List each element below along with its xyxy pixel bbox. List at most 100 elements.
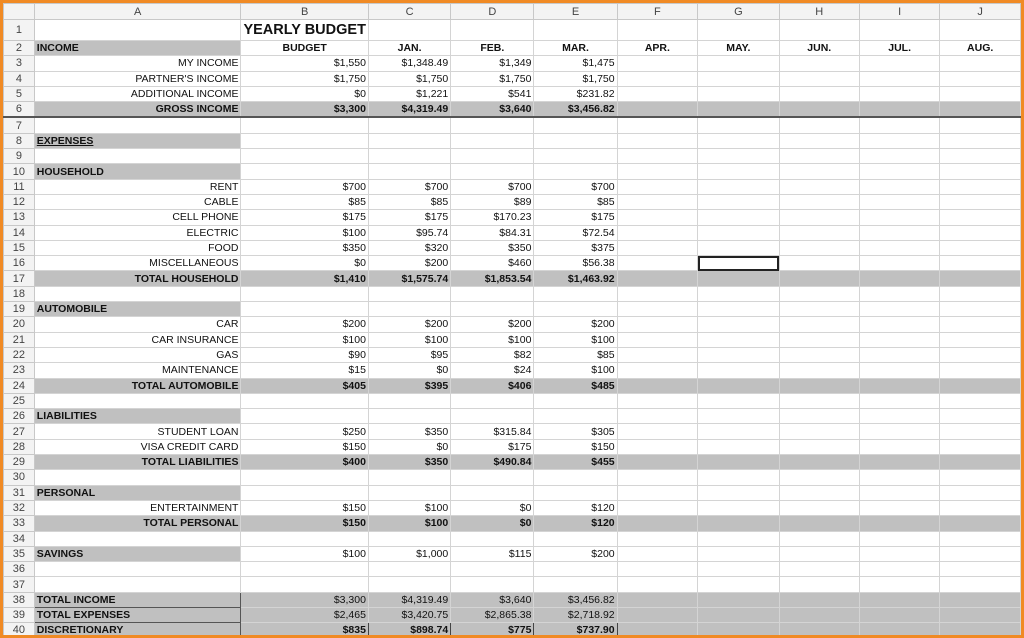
cell-I36[interactable] [858, 561, 941, 578]
cell-H3[interactable] [778, 55, 860, 72]
cell-I18[interactable] [858, 285, 941, 303]
cell-J28[interactable] [939, 438, 1021, 456]
cell-F5[interactable] [616, 85, 699, 103]
column-header-I[interactable]: I [858, 3, 941, 20]
row-header-5[interactable]: 5 [3, 85, 35, 103]
cell-A22[interactable]: GAS [33, 346, 242, 364]
cell-D40[interactable]: $775 [450, 622, 535, 635]
cell-I25[interactable] [858, 392, 941, 410]
cell-G2[interactable]: MAY. [697, 39, 780, 57]
cell-I12[interactable] [858, 193, 941, 211]
cell-E31[interactable] [533, 484, 618, 501]
cell-H14[interactable] [778, 224, 860, 241]
cell-F17[interactable] [616, 270, 699, 287]
cell-B40[interactable]: $835 [240, 622, 369, 635]
cell-G20[interactable] [697, 316, 780, 333]
cell-H28[interactable] [778, 438, 860, 456]
cell-E38[interactable]: $3,456.82 [533, 591, 618, 608]
cell-I31[interactable] [858, 484, 941, 501]
row-header-21[interactable]: 21 [3, 331, 35, 348]
cell-E37[interactable] [533, 576, 618, 593]
cell-I22[interactable] [858, 346, 941, 364]
cell-A32[interactable]: ENTERTAINMENT [33, 499, 242, 517]
cell-H29[interactable] [778, 454, 860, 471]
cell-I28[interactable] [858, 438, 941, 456]
cell-H24[interactable] [778, 377, 860, 394]
cell-A40[interactable]: DISCRETIONARY [33, 622, 242, 635]
cell-I1[interactable] [858, 19, 941, 41]
cell-H34[interactable] [778, 530, 860, 547]
cell-J12[interactable] [939, 193, 1021, 211]
cell-H38[interactable] [778, 591, 860, 608]
cell-B16[interactable]: $0 [240, 255, 369, 272]
cell-F21[interactable] [616, 331, 699, 348]
cell-D28[interactable]: $175 [450, 438, 535, 456]
cell-I33[interactable] [858, 515, 941, 532]
cell-J29[interactable] [939, 454, 1021, 471]
row-header-16[interactable]: 16 [3, 255, 35, 272]
cell-E3[interactable]: $1,475 [533, 55, 618, 72]
cell-E40[interactable]: $737.90 [533, 622, 618, 635]
cell-H33[interactable] [778, 515, 860, 532]
cell-E11[interactable]: $700 [533, 178, 618, 195]
row-header-24[interactable]: 24 [3, 377, 35, 394]
cell-E4[interactable]: $1,750 [533, 70, 618, 87]
cell-B18[interactable] [240, 285, 369, 303]
cell-H37[interactable] [778, 576, 860, 593]
cell-F30[interactable] [616, 469, 699, 486]
cell-F35[interactable] [616, 545, 699, 563]
cell-E32[interactable]: $120 [533, 499, 618, 517]
cell-D25[interactable] [450, 392, 535, 410]
cell-F36[interactable] [616, 561, 699, 578]
cell-I20[interactable] [858, 316, 941, 333]
cell-B35[interactable]: $100 [240, 545, 369, 563]
cell-C25[interactable] [367, 392, 452, 410]
cell-H11[interactable] [778, 178, 860, 195]
cell-G8[interactable] [697, 132, 780, 150]
cell-E7[interactable] [533, 116, 618, 134]
cell-B14[interactable]: $100 [240, 224, 369, 241]
cell-J22[interactable] [939, 346, 1021, 364]
cell-C6[interactable]: $4,319.49 [367, 101, 452, 119]
cell-B39[interactable]: $2,465 [240, 606, 369, 624]
cell-J40[interactable] [939, 622, 1021, 635]
row-header-13[interactable]: 13 [3, 209, 35, 226]
cell-I24[interactable] [858, 377, 941, 394]
cell-G7[interactable] [697, 116, 780, 134]
cell-A8[interactable]: EXPENSES [33, 132, 242, 150]
cell-F26[interactable] [616, 408, 699, 425]
cell-J21[interactable] [939, 331, 1021, 348]
cell-J14[interactable] [939, 224, 1021, 241]
cell-B2[interactable]: BUDGET [240, 39, 369, 57]
cell-A2[interactable]: INCOME [33, 39, 242, 57]
cell-E20[interactable]: $200 [533, 316, 618, 333]
cell-C40[interactable]: $898.74 [367, 622, 452, 635]
cell-F15[interactable] [616, 239, 699, 257]
row-header-29[interactable]: 29 [3, 454, 35, 471]
cell-C9[interactable] [367, 148, 452, 165]
cell-D20[interactable]: $200 [450, 316, 535, 333]
cell-E6[interactable]: $3,456.82 [533, 101, 618, 119]
cell-F11[interactable] [616, 178, 699, 195]
cell-E28[interactable]: $150 [533, 438, 618, 456]
cell-F37[interactable] [616, 576, 699, 593]
row-header-8[interactable]: 8 [3, 132, 35, 150]
cell-C29[interactable]: $350 [367, 454, 452, 471]
cell-J7[interactable] [939, 116, 1021, 134]
row-header-39[interactable]: 39 [3, 606, 35, 624]
cell-H6[interactable] [778, 101, 860, 119]
cell-G39[interactable] [697, 606, 780, 624]
cell-F3[interactable] [616, 55, 699, 72]
cell-G16[interactable] [697, 255, 780, 272]
cell-G11[interactable] [697, 178, 780, 195]
cell-D29[interactable]: $490.84 [450, 454, 535, 471]
cell-B29[interactable]: $400 [240, 454, 369, 471]
cell-F28[interactable] [616, 438, 699, 456]
cell-C27[interactable]: $350 [367, 423, 452, 440]
cell-G32[interactable] [697, 499, 780, 517]
cell-B3[interactable]: $1,550 [240, 55, 369, 72]
row-header-36[interactable]: 36 [3, 561, 35, 578]
cell-J18[interactable] [939, 285, 1021, 303]
cell-H25[interactable] [778, 392, 860, 410]
cell-J33[interactable] [939, 515, 1021, 532]
